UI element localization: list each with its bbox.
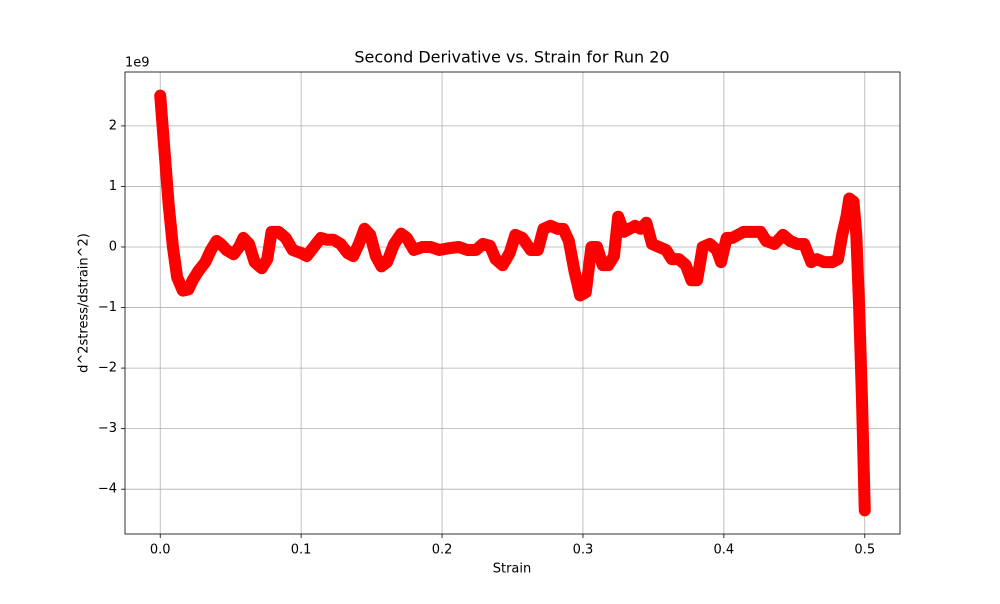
x-axis-label: Strain	[493, 562, 532, 577]
x-tick-label: 0.2	[432, 543, 453, 558]
y-tick-label: −3	[98, 421, 117, 436]
x-tick-label: 0.4	[714, 543, 735, 558]
x-tick-label: 0.1	[291, 543, 312, 558]
plot-frame	[124, 71, 901, 535]
y-tick-label: −2	[98, 361, 117, 376]
y-tick-label: 1	[109, 179, 117, 194]
x-tick-label: 0.5	[854, 543, 875, 558]
y-tick-label: −1	[98, 300, 117, 315]
x-tick-label: 0.0	[150, 543, 171, 558]
y-tick-label: −4	[98, 482, 117, 497]
y-offset-label: 1e9	[125, 56, 150, 71]
y-tick-label: 2	[109, 118, 117, 133]
y-tick-label: 0	[109, 239, 117, 254]
chart-title: Second Derivative vs. Strain for Run 20	[354, 48, 669, 67]
x-tick-label: 0.3	[573, 543, 594, 558]
data-line	[154, 89, 871, 517]
y-axis-label: d^2stress/dstrain^2)	[77, 233, 92, 373]
